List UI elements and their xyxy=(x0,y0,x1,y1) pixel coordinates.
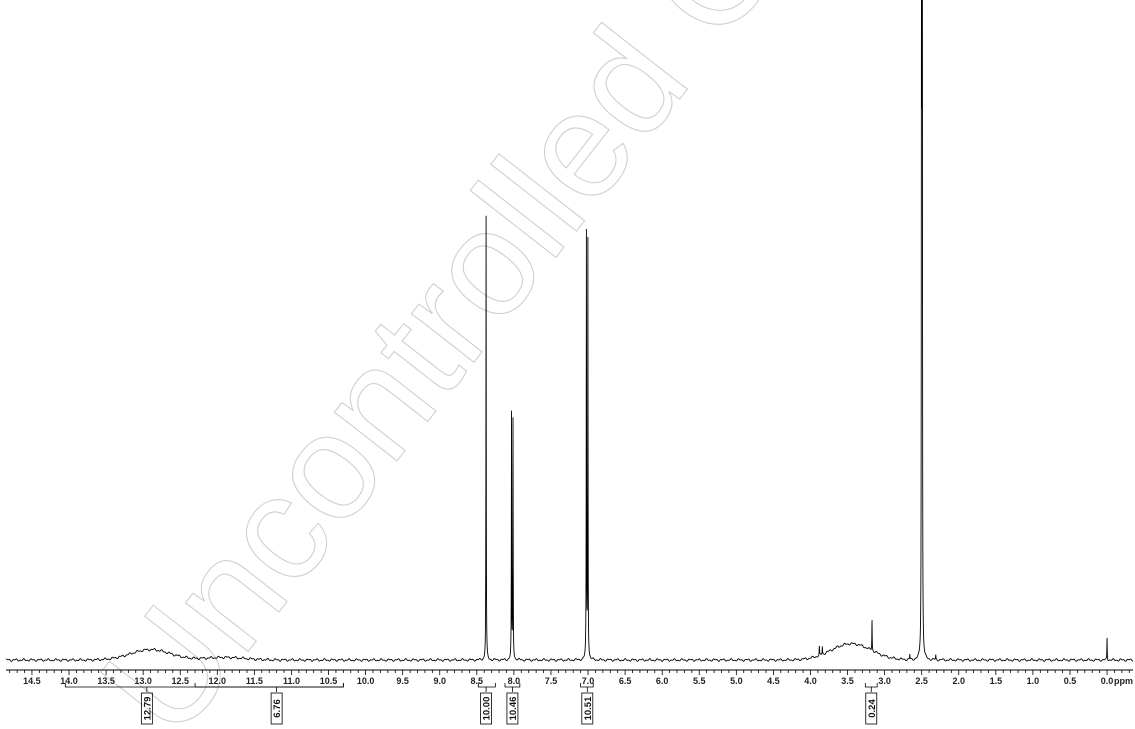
integral-bracket xyxy=(864,683,878,692)
x-axis-tick-label: 8.0 xyxy=(508,676,521,686)
integral-bracket xyxy=(504,683,521,692)
integral-value-label: 10.51 xyxy=(583,696,594,720)
integral-value-box xyxy=(506,692,519,725)
x-axis-tick-label: 2.0 xyxy=(953,676,966,686)
x-axis-tick-label: 11.5 xyxy=(246,676,263,686)
x-axis-tick-label: 1.0 xyxy=(1027,676,1040,686)
x-axis-tick-label: 5.0 xyxy=(730,676,743,686)
x-axis-tick-label: 11.0 xyxy=(283,676,300,686)
x-axis-tick-label: 10.5 xyxy=(320,676,338,686)
x-axis-tick-label: 1.5 xyxy=(990,676,1003,686)
integral-value-label: 12.79 xyxy=(142,697,153,721)
x-axis-tick-label: 7.5 xyxy=(545,676,558,686)
x-axis-tick-label: 3.5 xyxy=(841,676,854,686)
integral-value-box xyxy=(140,692,153,725)
x-axis-tick-label: 10.0 xyxy=(357,676,375,686)
x-axis-tick-label: 5.5 xyxy=(693,676,706,686)
integral-value-label: 0.24 xyxy=(867,699,878,718)
x-axis-tick-label: 8.5 xyxy=(471,676,484,686)
integral-bracket xyxy=(194,683,344,692)
x-axis-tick-label: 14.5 xyxy=(23,676,41,686)
integral-bracket xyxy=(477,683,496,692)
integral-value-label: 10.00 xyxy=(482,697,493,721)
x-axis-tick-label: 12.5 xyxy=(171,676,189,686)
x-axis-tick-label: 14.0 xyxy=(60,676,78,686)
x-axis-tick-label: 3.0 xyxy=(878,676,891,686)
integral-bracket xyxy=(580,683,594,692)
x-axis-tick-label: 13.0 xyxy=(134,676,152,686)
x-axis-tick-label: 9.5 xyxy=(396,676,409,686)
x-axis-ticks: 14.5 14.0 13.5 13.0 12.5 12.0 11.5 11.0 10.5 10.0… xyxy=(9,670,1130,686)
x-axis-tick-label: 2.5 xyxy=(915,676,928,686)
integral-value-label: 6.76 xyxy=(272,699,283,718)
x-axis-tick-label: 7.0 xyxy=(582,676,595,686)
x-axis-tick-label: 9.0 xyxy=(433,676,446,686)
integral-value-box xyxy=(270,692,283,725)
x-axis-tick-label: 6.0 xyxy=(656,676,669,686)
integral-value-box xyxy=(865,692,878,725)
x-axis-unit-label: ppm xyxy=(1114,676,1133,686)
x-axis-tick-label: 0.0 xyxy=(1101,676,1114,686)
x-axis-tick-label: 6.5 xyxy=(619,676,632,686)
x-axis-tick-label: 12.0 xyxy=(209,676,227,686)
spectrum-trace xyxy=(5,0,1134,662)
integrals: 12.79 6.76 10.00 10.46 10.51 0.24 xyxy=(64,683,878,725)
integral-value-label: 10.46 xyxy=(508,697,519,721)
x-axis-tick-label: 0.5 xyxy=(1064,676,1077,686)
x-axis-tick-label: 4.5 xyxy=(767,676,780,686)
integral-value-box xyxy=(581,692,594,725)
x-axis-tick-label: 13.5 xyxy=(97,676,115,686)
integral-value-box xyxy=(480,692,492,725)
x-axis-tick-label: 4.0 xyxy=(804,676,817,686)
